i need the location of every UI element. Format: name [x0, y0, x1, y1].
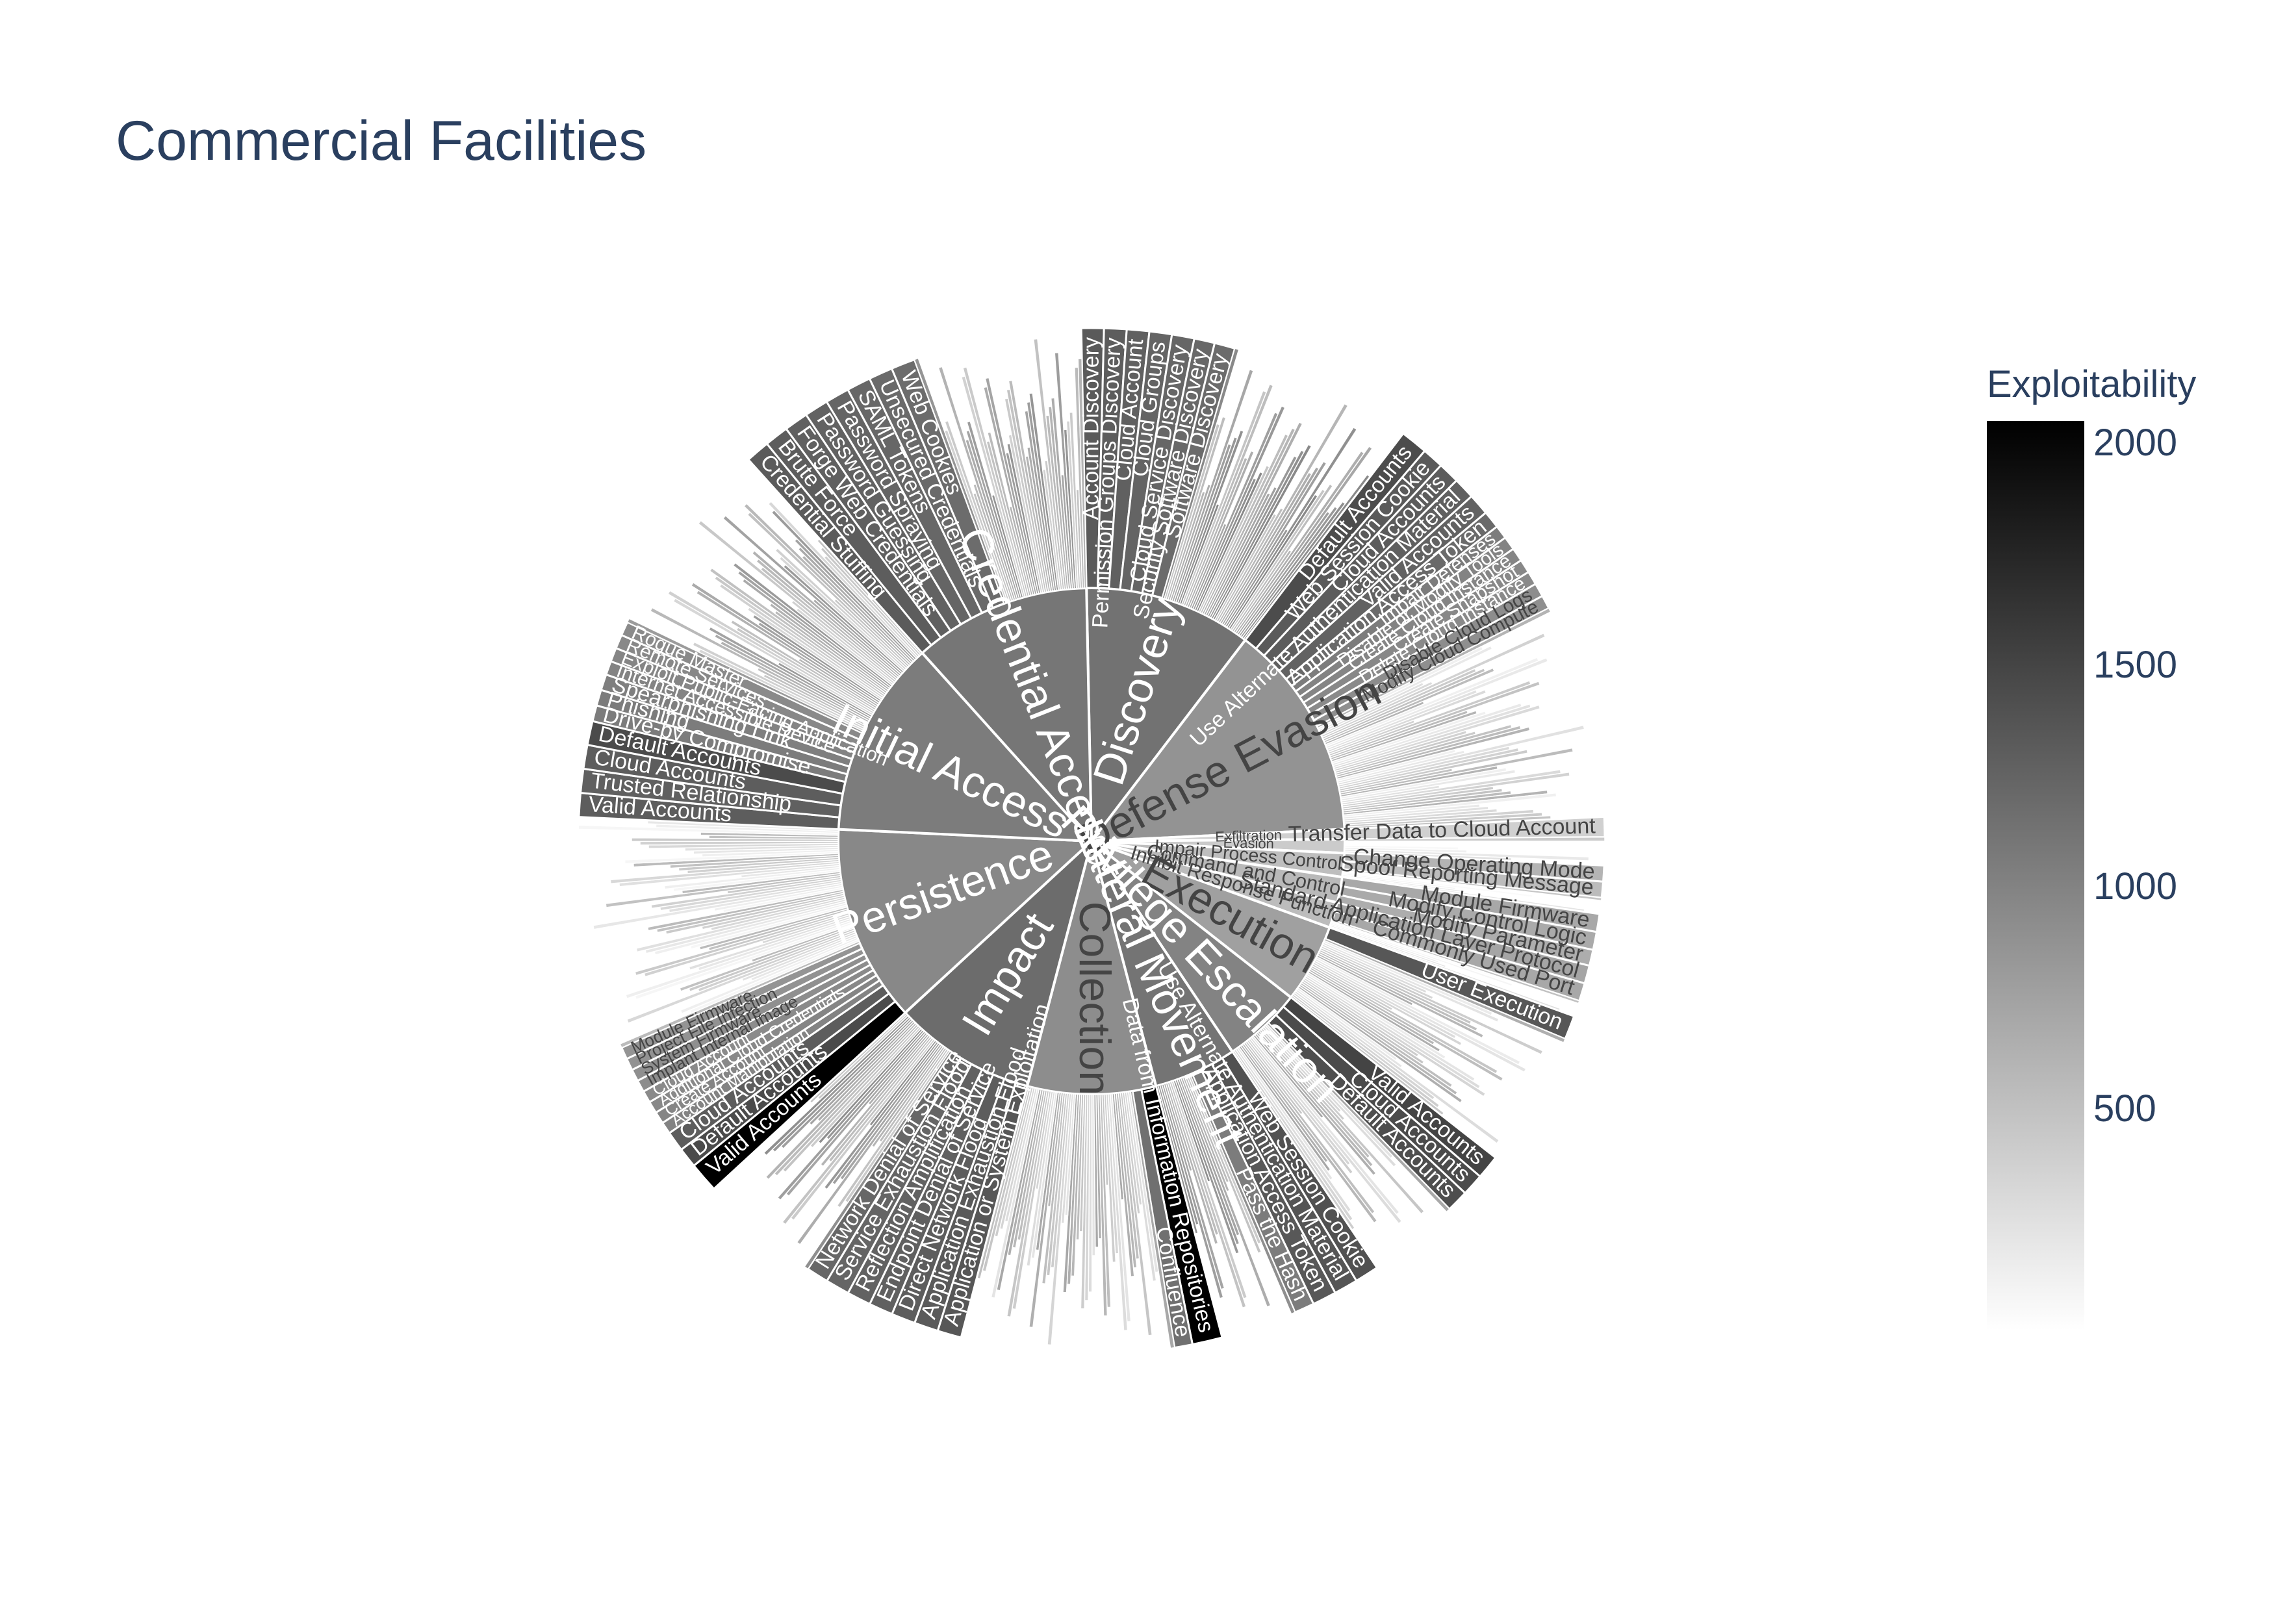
- colorbar-title: Exploitability: [1987, 363, 2197, 405]
- technique-label-account-discovery: Account Discovery: [1079, 337, 1104, 520]
- tactic-label-evasion: Evasion: [1223, 835, 1274, 852]
- technique-ring[interactable]: [578, 327, 1606, 1349]
- colorbar-tick-label: 1500: [2093, 643, 2178, 686]
- colorbar-tick-label: 1000: [2093, 865, 2178, 908]
- colorbar: [1987, 421, 2084, 1330]
- tactic-label-exfiltration: Exfiltration: [1215, 827, 1282, 845]
- technique-sector-minor[interactable]: [1077, 358, 1087, 589]
- chart-title: Commercial Facilities: [116, 110, 647, 172]
- colorbar-tick-label: 2000: [2093, 422, 2178, 464]
- tactic-ring[interactable]: [837, 587, 1347, 1096]
- colorbar-tick-label: 500: [2093, 1087, 2156, 1130]
- tactic-label-collection: Collection: [1070, 901, 1119, 1095]
